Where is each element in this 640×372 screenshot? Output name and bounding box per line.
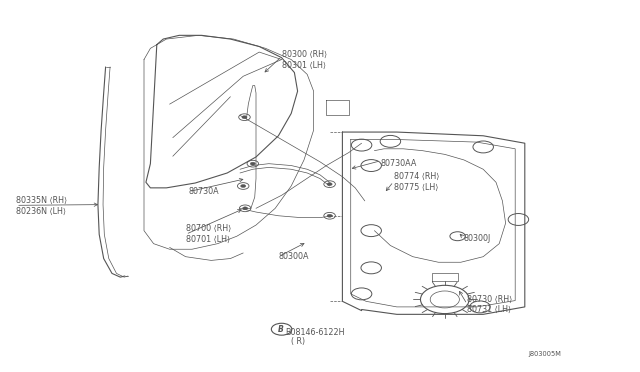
Circle shape (243, 207, 248, 210)
Circle shape (250, 162, 255, 165)
Text: ( R): ( R) (291, 337, 305, 346)
Text: 80731 ⟨LH⟩: 80731 ⟨LH⟩ (467, 305, 511, 314)
Text: 80300A: 80300A (278, 252, 309, 261)
Text: 80700 ⟨RH⟩: 80700 ⟨RH⟩ (186, 224, 231, 233)
Text: 80701 ⟨LH⟩: 80701 ⟨LH⟩ (186, 235, 230, 244)
Text: 80301 ⟨LH⟩: 80301 ⟨LH⟩ (282, 61, 326, 70)
Text: 80300J: 80300J (464, 234, 492, 243)
Text: 80335N ⟨RH⟩: 80335N ⟨RH⟩ (16, 196, 67, 205)
Text: 80730A: 80730A (189, 187, 220, 196)
Text: 80775 ⟨LH⟩: 80775 ⟨LH⟩ (394, 183, 438, 192)
Circle shape (242, 116, 247, 119)
Circle shape (241, 185, 246, 187)
Text: 80730 ⟨RH⟩: 80730 ⟨RH⟩ (467, 295, 513, 304)
Text: 80236N ⟨LH⟩: 80236N ⟨LH⟩ (16, 207, 66, 216)
Circle shape (327, 183, 332, 186)
Circle shape (327, 214, 332, 217)
Text: 80774 ⟨RH⟩: 80774 ⟨RH⟩ (394, 172, 439, 181)
Text: 80300 ⟨RH⟩: 80300 ⟨RH⟩ (282, 49, 327, 58)
Text: B08146-6122H: B08146-6122H (285, 328, 344, 337)
Text: J803005M: J803005M (528, 351, 561, 357)
Text: 80730AA: 80730AA (381, 159, 417, 168)
Text: B: B (278, 325, 284, 334)
